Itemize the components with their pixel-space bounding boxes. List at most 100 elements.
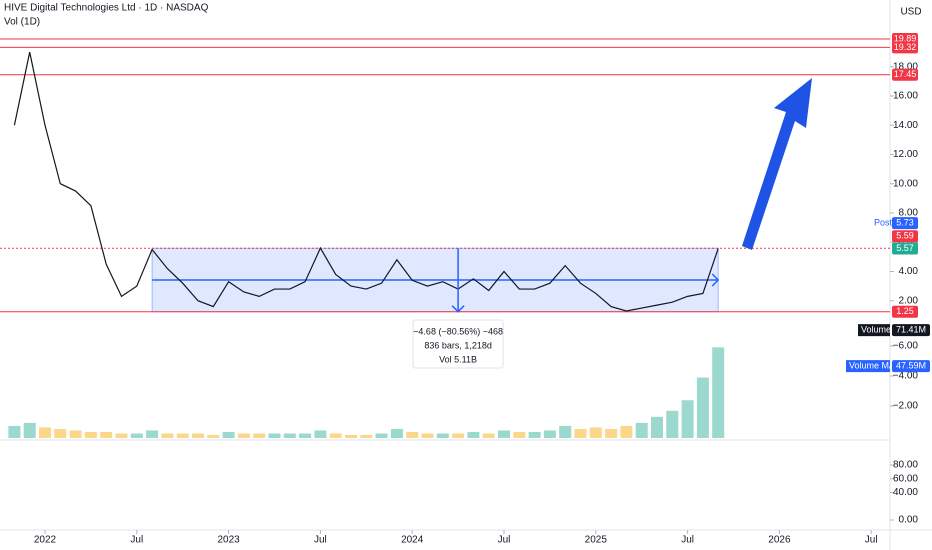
price-label-bg xyxy=(892,242,918,255)
measure-text: 836 bars, 1,218d xyxy=(424,340,492,350)
volume-bar xyxy=(421,433,434,438)
post-label-bg xyxy=(892,217,918,230)
volume-bar xyxy=(574,428,587,438)
y-tick-label: 10.00 xyxy=(893,178,918,189)
y-tick-label: −2.00 xyxy=(893,401,919,412)
volume-label: 47.59M xyxy=(896,360,926,370)
y-tick-label: 12.00 xyxy=(893,149,918,160)
volume-bar xyxy=(222,431,235,438)
volume-bar xyxy=(54,428,67,438)
price-line xyxy=(13,51,719,312)
price-label: 5.57 xyxy=(896,243,914,253)
y-tick-label: 18.00 xyxy=(893,61,918,72)
range-arrowhead xyxy=(711,273,720,287)
volume-bar xyxy=(176,433,189,438)
y-tick-label: 40.00 xyxy=(893,487,918,498)
volume-bar xyxy=(237,433,250,438)
volume-bar xyxy=(314,430,327,438)
price-label: 19.89 xyxy=(894,33,917,43)
x-tick-label: 2022 xyxy=(34,535,57,546)
y-tick-label: 6.00 xyxy=(899,237,919,248)
volume-bar xyxy=(23,422,36,438)
y-tick-label: 14.00 xyxy=(893,120,918,131)
volume-bar xyxy=(681,400,694,438)
volume-bar xyxy=(666,410,679,438)
x-tick-label: Jul xyxy=(498,535,511,546)
volume-bar xyxy=(161,433,174,438)
plot xyxy=(0,38,890,438)
price-label: 17.45 xyxy=(894,69,917,79)
volume-name: Volume MA xyxy=(849,360,895,370)
drawn-arrow xyxy=(742,78,812,250)
volume-bar xyxy=(452,433,465,438)
volume-bar xyxy=(130,433,143,438)
y-tick-label: 60.00 xyxy=(893,473,918,484)
volume-bar xyxy=(620,425,633,438)
volume-label-bg xyxy=(892,324,930,337)
volume-bar xyxy=(467,431,480,438)
volume-bar xyxy=(513,431,526,438)
x-tick-label: 2024 xyxy=(401,535,424,546)
price-label-bg xyxy=(892,68,918,81)
chart-subtitle: Vol (1D) xyxy=(4,17,40,28)
y-tick-label: 8.00 xyxy=(899,208,919,219)
measure-box xyxy=(412,319,504,369)
x-tick-label: 2026 xyxy=(768,535,791,546)
volume-bar xyxy=(192,433,204,438)
chart-title: HIVE Digital Technologies Ltd · 1D · NAS… xyxy=(4,3,209,14)
volume-bar xyxy=(268,433,281,438)
y-tick-label: 4.00 xyxy=(899,266,919,277)
price-label: 1.25 xyxy=(896,306,914,316)
volume-bar xyxy=(696,377,709,438)
x-tick-label: 2023 xyxy=(217,535,240,546)
volume-label-bg xyxy=(892,360,930,373)
price-label-bg xyxy=(892,305,918,318)
volume-bar xyxy=(406,431,419,438)
volume-bar xyxy=(543,430,556,438)
volume-bar xyxy=(651,416,663,438)
y-tick-label: 16.00 xyxy=(893,91,918,102)
y-tick-label: 2.00 xyxy=(899,295,919,306)
volume-bar xyxy=(559,425,572,438)
y-tick-label: −4.00 xyxy=(893,371,919,382)
price-label-bg xyxy=(892,41,918,54)
volume-bar xyxy=(390,428,403,438)
volume-bar xyxy=(635,422,648,438)
volume-name: Volume xyxy=(861,325,891,335)
volume-bar xyxy=(146,430,159,438)
volume-bar xyxy=(498,430,510,438)
currency-label: USD xyxy=(900,7,921,18)
volume-bar xyxy=(482,433,495,438)
volume-bar xyxy=(69,430,82,438)
volume-name-bg xyxy=(846,360,890,373)
volume-bar xyxy=(528,431,541,438)
x-tick-label: Jul xyxy=(865,535,878,546)
volume-bar xyxy=(207,434,220,438)
measure-arrowhead xyxy=(451,305,465,313)
y-tick-label: −6.00 xyxy=(893,341,919,352)
volume-label: 71.41M xyxy=(896,325,926,335)
price-label: 5.59 xyxy=(896,231,914,241)
volume-bar xyxy=(345,434,357,438)
volume-bar xyxy=(329,433,342,438)
y-tick-label: 80.00 xyxy=(893,460,918,471)
volume-bar xyxy=(39,427,51,438)
volume-name-bg xyxy=(858,324,890,337)
measure-text: −4.68 (−80.56%) −468 xyxy=(413,326,503,336)
volume-bar xyxy=(375,433,388,438)
volume-bar xyxy=(100,431,113,438)
volume-bar xyxy=(712,347,725,438)
price-label: 19.32 xyxy=(894,42,917,52)
volume-bar xyxy=(115,433,128,438)
price-label-bg xyxy=(892,230,918,243)
y-tick-label: 0.00 xyxy=(899,515,919,526)
x-tick-label: Jul xyxy=(681,535,694,546)
post-name: Post xyxy=(874,218,893,228)
measure-text: Vol 5.11B xyxy=(439,354,477,364)
volume-bar xyxy=(84,431,97,438)
volume-bar xyxy=(589,427,602,438)
volume-bar xyxy=(436,433,449,438)
x-tick-label: Jul xyxy=(130,535,143,546)
volume-bar xyxy=(299,433,312,438)
